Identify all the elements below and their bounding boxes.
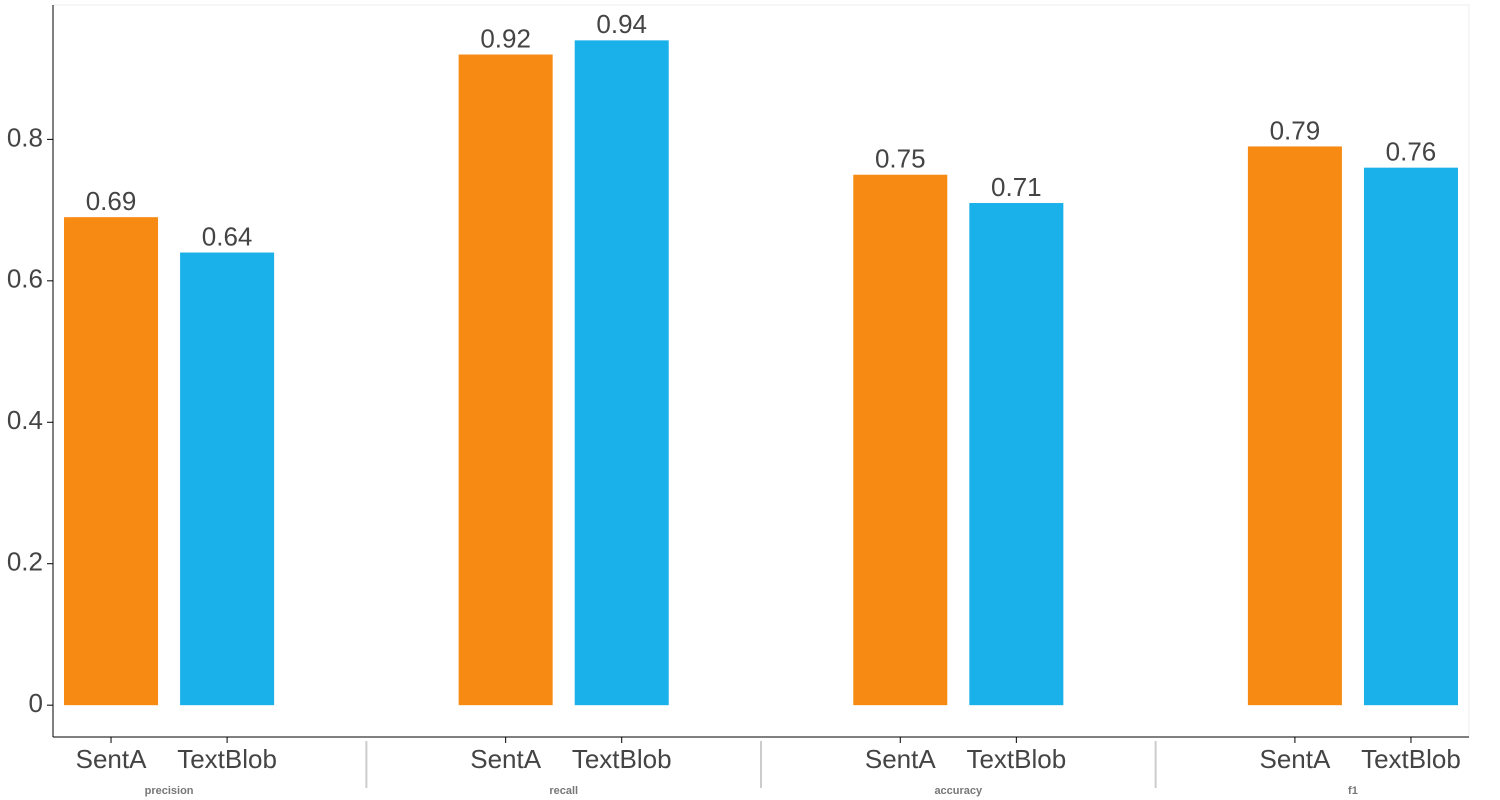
bar [64, 217, 159, 706]
bar [1363, 167, 1458, 706]
x-tick-label: SentA [865, 744, 936, 774]
data-label: 0.69 [86, 186, 137, 216]
bar [1247, 146, 1342, 706]
data-label: 0.71 [991, 172, 1042, 202]
bar [574, 40, 669, 706]
bar [180, 252, 275, 706]
x-tick-label: SentA [1259, 744, 1330, 774]
data-label: 0.64 [202, 221, 253, 251]
y-tick-label: 0 [29, 688, 43, 718]
group-label: precision [145, 785, 194, 797]
x-tick-label: TextBlob [1361, 744, 1461, 774]
bar [969, 203, 1064, 706]
data-label: 0.94 [596, 9, 647, 39]
y-tick-label: 0.8 [7, 122, 43, 152]
y-tick-label: 0.2 [7, 547, 43, 577]
bar [853, 174, 948, 706]
group-label: recall [549, 785, 578, 797]
data-label: 0.79 [1270, 115, 1321, 145]
data-label: 0.76 [1386, 137, 1437, 167]
x-tick-label: TextBlob [966, 744, 1066, 774]
group-label: accuracy [934, 785, 983, 797]
data-label: 0.92 [480, 23, 531, 53]
y-tick-label: 0.4 [7, 405, 43, 435]
x-tick-label: SentA [76, 744, 147, 774]
y-tick-label: 0.6 [7, 264, 43, 294]
bar [458, 54, 553, 706]
x-tick-label: SentA [470, 744, 541, 774]
group-label: f1 [1348, 785, 1358, 797]
data-label: 0.75 [875, 144, 926, 174]
x-tick-label: TextBlob [177, 744, 277, 774]
x-tick-label: TextBlob [572, 744, 672, 774]
